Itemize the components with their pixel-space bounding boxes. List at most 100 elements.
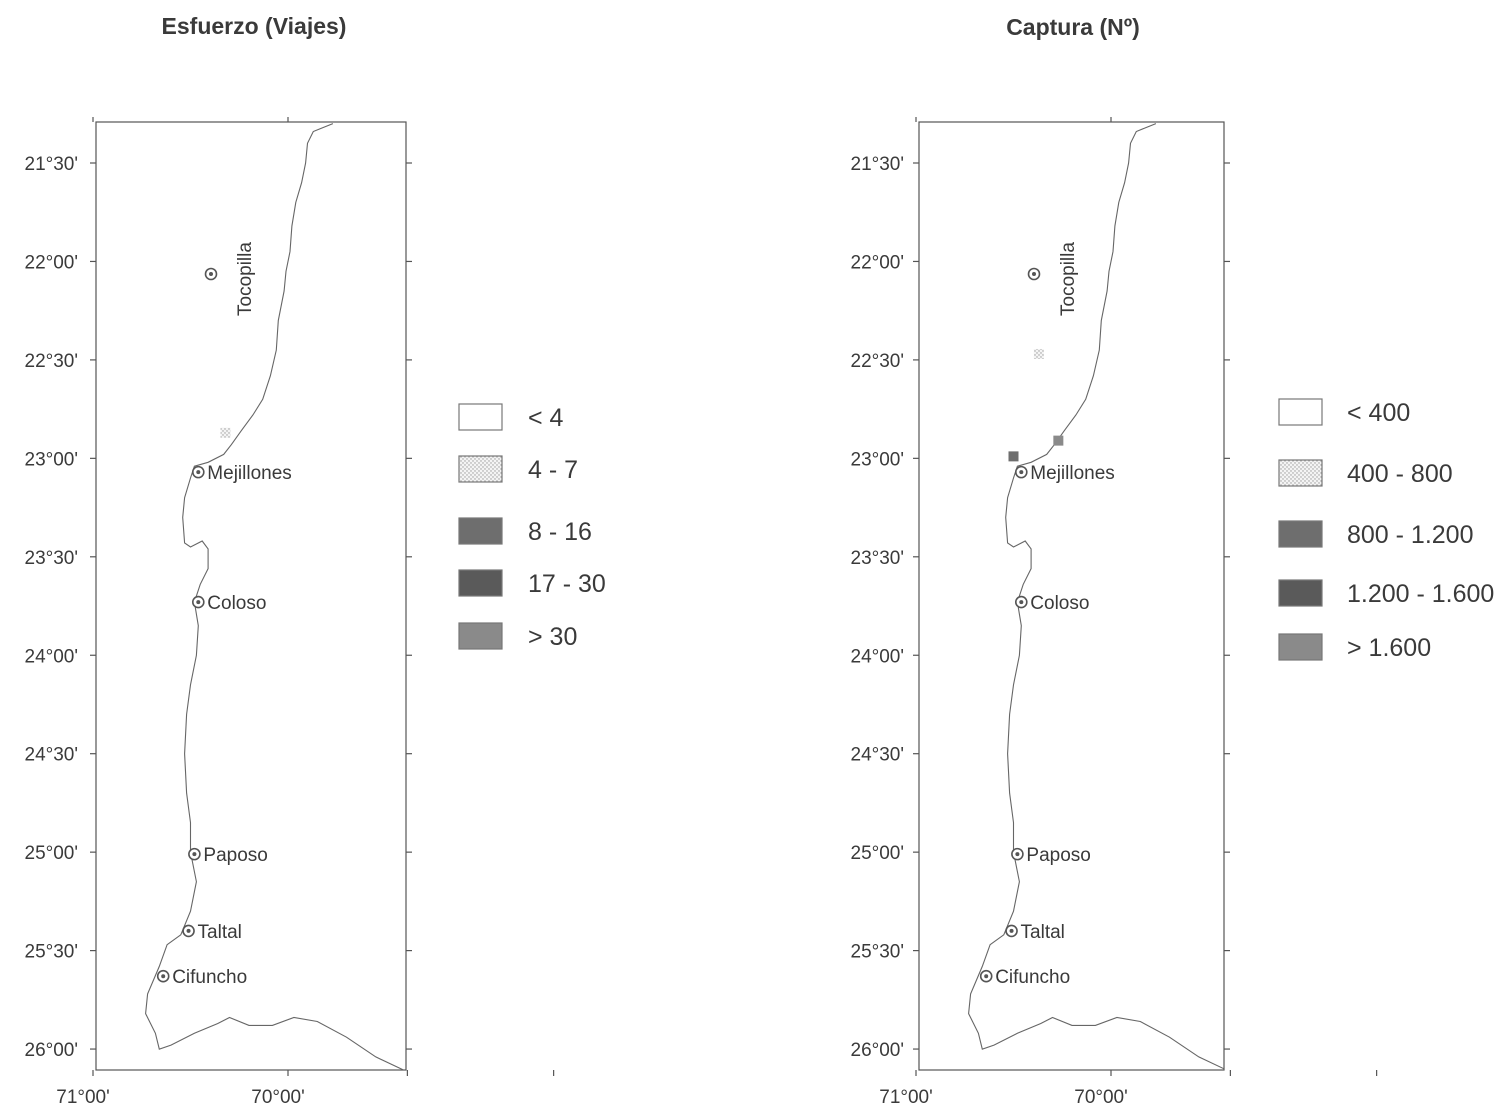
legend-swatch — [458, 569, 503, 597]
map-frame — [95, 121, 407, 1071]
town-marker-dot — [192, 852, 197, 857]
axis-ticks — [913, 117, 1378, 1076]
lat-tick-label: 25°30' — [851, 942, 905, 963]
lat-tick-label: 23°30' — [851, 548, 905, 569]
map-panel-esfuerzo: Esfuerzo (Viajes) 21°30' 22°00' 22°30' 23°0… — [25, 13, 606, 1108]
town-marker-dot — [1019, 600, 1024, 605]
longitude-axis: 71°00' 70°00' — [56, 1087, 305, 1108]
map-title: Esfuerzo (Viajes) — [162, 13, 347, 39]
data-markers — [220, 427, 231, 438]
legend-label: > 1.600 — [1347, 634, 1431, 662]
lat-tick-label: 22°30' — [25, 351, 79, 372]
data-marker — [1033, 348, 1044, 359]
legend-item: 17 - 30 — [458, 569, 606, 598]
lat-tick-label: 23°00' — [851, 449, 905, 470]
lat-tick-label: 24°30' — [25, 745, 79, 766]
town-label: Paposo — [203, 845, 267, 866]
legend-swatch — [458, 622, 503, 650]
legend-label: 8 - 16 — [528, 518, 592, 546]
lat-tick-label: 22°00' — [851, 252, 905, 273]
longitude-axis: 71°00' 70°00' — [879, 1087, 1128, 1108]
legend-swatch — [458, 403, 503, 431]
data-markers — [1008, 348, 1064, 462]
town-coloso: Coloso — [192, 593, 266, 614]
legend-swatch — [1278, 459, 1323, 487]
latitude-axis: 21°30' 22°00' 22°30' 23°00' 23°30' 24°00' 24°3… — [851, 154, 905, 1061]
town-label: Coloso — [207, 593, 266, 614]
legend-label: 1.200 - 1.600 — [1347, 580, 1494, 608]
town-marker-dot — [196, 600, 201, 605]
town-marker-dot — [1009, 928, 1014, 933]
town-label: Paposo — [1026, 845, 1090, 866]
lat-tick-label: 24°00' — [851, 646, 905, 667]
town-tocopilla: Tocopilla — [1027, 242, 1079, 316]
legend-swatch — [1278, 579, 1323, 607]
town-label: Tocopilla — [1058, 242, 1079, 316]
legend-swatch — [1278, 633, 1323, 661]
legend-item: 800 - 1.200 — [1278, 520, 1474, 549]
legend-label: 800 - 1.200 — [1347, 521, 1474, 549]
map-title: Captura (Nº) — [1006, 14, 1140, 40]
legend: < 4 4 - 7 8 - 16 17 - 30 > 30 — [458, 403, 606, 651]
town-marker-dot — [1032, 272, 1036, 276]
town-tocopilla: Tocopilla — [204, 242, 256, 316]
legend-item: < 400 — [1278, 398, 1410, 427]
legend-label: < 400 — [1347, 399, 1410, 427]
lon-tick-label: 70°00' — [251, 1087, 305, 1108]
town-marker-dot — [186, 928, 191, 933]
town-label: Tocopilla — [235, 242, 256, 316]
town-labels: Tocopilla Mejillones Coloso Paposo Taltal Cif… — [156, 242, 292, 988]
lon-tick-label: 71°00' — [56, 1087, 110, 1108]
town-marker-dot — [1015, 852, 1020, 857]
lon-tick-label: 71°00' — [879, 1087, 933, 1108]
legend-swatch — [458, 517, 503, 545]
town-paposo: Paposo — [1011, 845, 1091, 866]
legend-item: < 4 — [458, 403, 564, 432]
legend-item: 400 - 800 — [1278, 459, 1453, 488]
coastline — [968, 123, 1224, 1070]
town-marker-dot — [196, 470, 201, 475]
town-label: Coloso — [1030, 593, 1089, 614]
town-label: Cifuncho — [995, 967, 1070, 988]
legend-label: > 30 — [528, 623, 577, 651]
town-coloso: Coloso — [1014, 593, 1089, 614]
lat-tick-label: 21°30' — [25, 154, 79, 175]
town-label: Mejillones — [1030, 463, 1114, 484]
lat-tick-label: 24°00' — [25, 646, 79, 667]
lat-tick-label: 25°00' — [25, 843, 79, 864]
lon-tick-label: 70°00' — [1074, 1087, 1128, 1108]
data-marker — [1008, 451, 1019, 462]
town-taltal: Taltal — [182, 922, 242, 943]
town-taltal: Taltal — [1005, 922, 1065, 943]
lat-tick-label: 23°00' — [25, 449, 79, 470]
town-cifuncho: Cifuncho — [979, 967, 1070, 988]
lat-tick-label: 22°00' — [25, 252, 79, 273]
town-marker-dot — [984, 974, 989, 979]
latitude-axis: 21°30' 22°00' 22°30' 23°00' 23°30' 24°00' 24°3… — [25, 154, 79, 1061]
data-marker — [1053, 435, 1064, 446]
legend-item: > 30 — [458, 622, 577, 651]
legend-swatch — [1278, 398, 1323, 426]
lat-tick-label: 26°00' — [851, 1040, 905, 1061]
town-marker-dot — [161, 974, 166, 979]
town-cifuncho: Cifuncho — [156, 967, 247, 988]
legend-item: > 1.600 — [1278, 633, 1431, 662]
legend-swatch — [458, 455, 503, 483]
legend: < 400 400 - 800 800 - 1.200 1.200 - 1.600 > … — [1278, 398, 1494, 662]
town-mejillones: Mejillones — [192, 463, 292, 484]
town-labels: Tocopilla Mejillones Coloso Paposo Taltal Cif… — [979, 242, 1115, 988]
lat-tick-label: 21°30' — [851, 154, 905, 175]
town-label: Cifuncho — [172, 967, 247, 988]
legend-label: 17 - 30 — [528, 570, 606, 598]
town-marker-dot — [1019, 470, 1024, 475]
lat-tick-label: 22°30' — [851, 351, 905, 372]
legend-swatch — [1278, 520, 1323, 548]
town-label: Mejillones — [207, 463, 291, 484]
town-paposo: Paposo — [188, 845, 268, 866]
lat-tick-label: 26°00' — [25, 1040, 79, 1061]
legend-label: 400 - 800 — [1347, 460, 1453, 488]
town-marker-dot — [209, 272, 213, 276]
town-label: Taltal — [1021, 922, 1065, 943]
lat-tick-label: 25°00' — [851, 843, 905, 864]
